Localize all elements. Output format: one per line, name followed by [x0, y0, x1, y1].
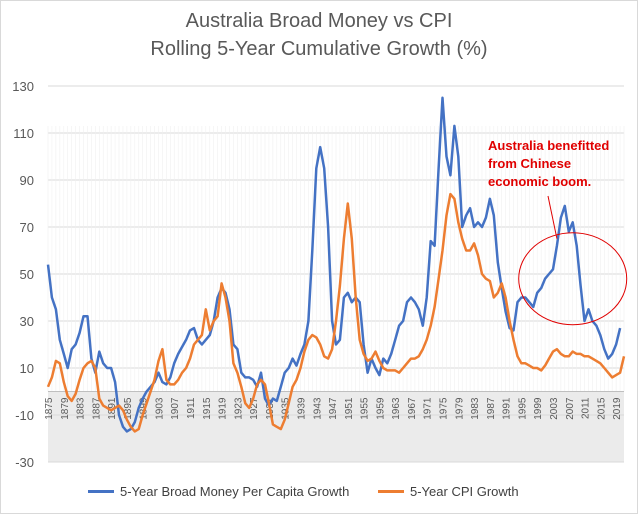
x-tick-label: 2011 — [581, 397, 592, 419]
x-tick-label: 1963 — [391, 397, 402, 420]
annotation-line-3: economic boom. — [488, 174, 592, 189]
x-tick-label: 1991 — [502, 397, 513, 420]
series-line-cpi — [46, 192, 626, 433]
legend-label-cpi: 5-Year CPI Growth — [410, 484, 519, 499]
x-tick-label: 1951 — [344, 397, 355, 420]
x-tick-label: 1875 — [44, 397, 55, 420]
chart-title-line-1: Australia Broad Money vs CPI — [185, 10, 453, 32]
x-tick-label: 1979 — [454, 397, 465, 420]
x-tick-label: 1879 — [60, 397, 71, 420]
x-tick-label: 1927 — [249, 397, 260, 420]
x-tick-label: 1883 — [76, 397, 87, 420]
x-tick-label: 1895 — [123, 397, 134, 420]
x-tick-label: 1911 — [186, 397, 197, 419]
x-tick-label: 1887 — [91, 397, 102, 420]
negative-band — [48, 391, 624, 462]
y-tick-label: 30 — [20, 314, 34, 329]
x-tick-label: 1983 — [470, 397, 481, 420]
legend-swatch-money — [88, 490, 114, 493]
legend-item-money[interactable]: 5-Year Broad Money Per Capita Growth — [88, 484, 349, 499]
x-tick-label: 1967 — [407, 397, 418, 420]
annotation-line-1: Australia benefitted — [488, 138, 610, 153]
x-tick-label: 1903 — [154, 397, 165, 420]
legend-swatch-cpi — [378, 490, 404, 493]
y-tick-label: 50 — [20, 267, 34, 282]
y-tick-label: -30 — [15, 455, 34, 470]
y-tick-label: 130 — [12, 79, 34, 94]
y-tick-label: 110 — [13, 126, 34, 141]
x-tick-label: 1915 — [202, 397, 213, 420]
y-tick-label: 10 — [20, 361, 34, 376]
x-tick-label: 1971 — [423, 397, 434, 420]
annotation-line-2: from Chinese — [488, 156, 572, 171]
x-tick-label: 1987 — [486, 397, 497, 420]
legend-item-cpi[interactable]: 5-Year CPI Growth — [378, 484, 519, 499]
highlight-ellipse — [518, 232, 628, 326]
y-tick-label: -10 — [15, 408, 34, 423]
x-tick-label: 1975 — [439, 397, 450, 420]
x-tick-label: 1907 — [170, 397, 181, 420]
x-tick-label: 1919 — [218, 397, 229, 420]
x-tick-label: 2003 — [549, 397, 560, 420]
annotation-connector — [547, 195, 558, 239]
x-tick-label: 1959 — [375, 397, 386, 420]
y-tick-label: 90 — [20, 173, 34, 188]
x-tick-label: 2007 — [565, 397, 576, 420]
x-tick-label: 1923 — [233, 397, 244, 420]
chart-title-line-2: Rolling 5-Year Cumulative Growth (%) — [150, 38, 488, 60]
x-tick-label: 2019 — [612, 397, 623, 420]
x-tick-label: 1943 — [312, 397, 323, 420]
x-tick-label: 2015 — [596, 397, 607, 420]
x-tick-label: 1947 — [328, 397, 339, 420]
x-tick-label: 1995 — [517, 397, 528, 420]
x-tick-label: 1999 — [533, 397, 544, 420]
y-tick-label: 70 — [20, 220, 34, 235]
x-tick-label: 1939 — [296, 397, 307, 420]
x-tick-label: 1955 — [360, 397, 371, 420]
legend-label-money: 5-Year Broad Money Per Capita Growth — [120, 484, 350, 499]
